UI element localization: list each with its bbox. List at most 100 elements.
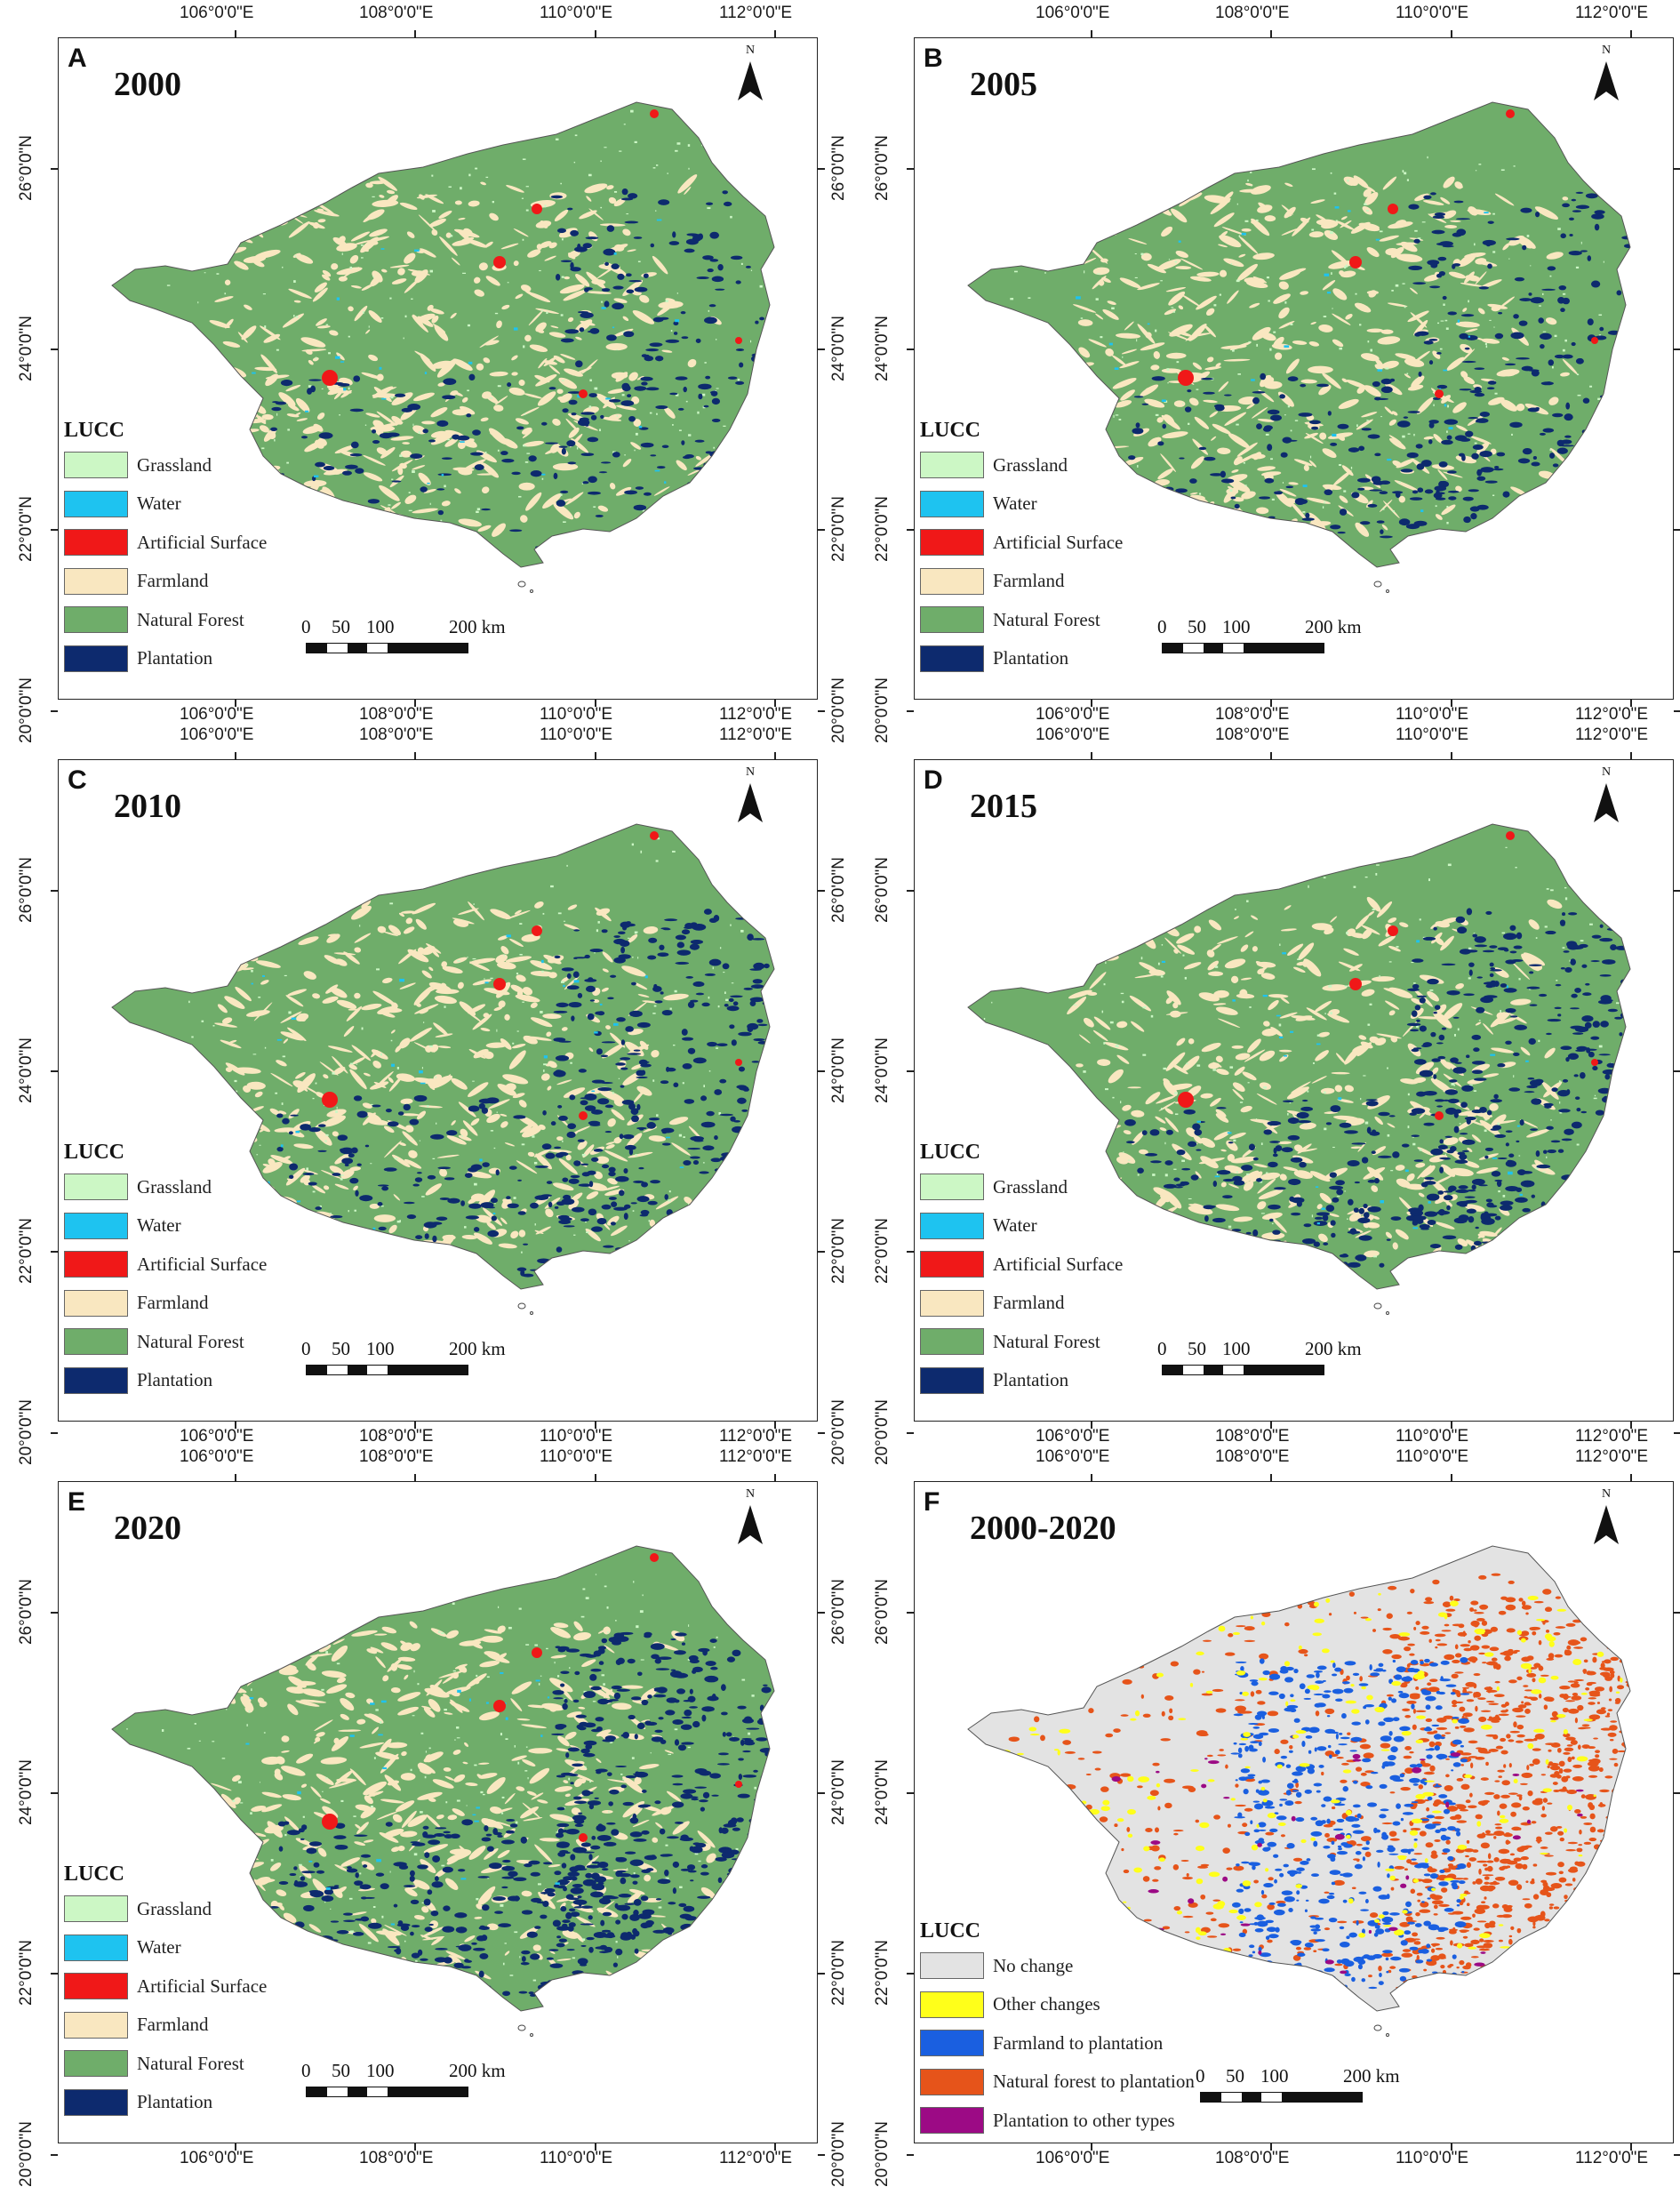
grassland-patch [1422, 221, 1426, 222]
plantation-patch [1374, 453, 1380, 457]
scale-label: 0 [1157, 616, 1167, 638]
farmland-patch [1140, 529, 1158, 534]
plantation-patch [1423, 196, 1431, 200]
plantation-patch [1616, 1194, 1623, 1198]
plantation-patch [556, 1246, 563, 1253]
grassland-patch [1348, 126, 1351, 127]
plantation-patch [1576, 1108, 1580, 1111]
legend-label: Natural Forest [137, 1331, 244, 1353]
longitude-label: 108°0'0"E [359, 725, 433, 745]
plantation-patch [1518, 458, 1530, 463]
grassland-patch [1151, 1015, 1153, 1018]
scale-segment [327, 644, 348, 653]
water-patch [1458, 320, 1460, 323]
plantation-patch [1467, 1209, 1476, 1214]
scale-label: 0 [1157, 1338, 1167, 1360]
grassland-patch [274, 854, 276, 856]
grassland-patch [1581, 171, 1585, 172]
urban-area [579, 1111, 588, 1120]
farmland-patch [292, 519, 305, 530]
plantation-patch [696, 993, 704, 996]
plantation-patch [1203, 392, 1215, 395]
grassland-patch [1577, 484, 1579, 485]
grassland-patch [308, 868, 309, 869]
plantation-patch [583, 243, 592, 248]
urban-area [322, 370, 338, 386]
plantation-patch [414, 1095, 428, 1102]
farmland-patch [1078, 232, 1096, 248]
grassland-patch [1360, 1098, 1361, 1100]
grassland-patch [242, 1227, 244, 1230]
island [1374, 1303, 1381, 1309]
longitude-label: 112°0'0"E [719, 2149, 792, 2168]
grassland-patch [679, 429, 682, 431]
grassland-patch [1289, 867, 1292, 868]
grassland-patch [159, 845, 161, 846]
plantation-patch [588, 437, 598, 442]
plantation-patch [1317, 1252, 1327, 1259]
plantation-patch [409, 1119, 419, 1126]
region-map [59, 1482, 819, 2144]
farmland-patch [1552, 508, 1569, 526]
plantation-patch [1528, 408, 1540, 413]
plantation-patch [350, 453, 363, 456]
grassland-patch [128, 317, 131, 320]
plantation-patch [558, 1220, 571, 1224]
plantation-patch [645, 387, 659, 390]
grassland-patch [381, 317, 384, 319]
plantation-patch [623, 331, 634, 337]
longitude-tick [414, 1422, 416, 1429]
plantation-patch [404, 1202, 415, 1205]
plantation-patch [1528, 369, 1539, 372]
plantation-patch [1585, 1022, 1592, 1029]
grassland-patch [409, 492, 411, 493]
plantation-patch [588, 393, 597, 397]
plantation-patch [1569, 251, 1582, 255]
scale-label: 0 [301, 616, 311, 638]
plantation-patch [1605, 1089, 1617, 1093]
plantation-patch [468, 374, 475, 381]
farmland-patch [328, 501, 344, 508]
plantation-patch [468, 1105, 480, 1111]
latitude-tick [51, 1251, 58, 1253]
plantation-patch [637, 1196, 650, 1202]
water-patch [657, 220, 662, 221]
plantation-patch [1154, 1262, 1164, 1263]
grassland-patch [1237, 373, 1241, 375]
grassland-patch [1246, 900, 1249, 901]
grassland-patch [380, 1053, 382, 1056]
grassland-patch [633, 1210, 635, 1212]
grassland-patch [1511, 434, 1513, 436]
grassland-patch [1110, 1021, 1114, 1023]
grassland-patch [363, 311, 364, 314]
plantation-patch [657, 466, 666, 469]
plantation-patch [1564, 413, 1572, 421]
plantation-patch [691, 940, 703, 944]
plantation-patch [438, 510, 444, 515]
plantation-patch [1443, 296, 1447, 300]
grassland-patch [339, 414, 340, 415]
grassland-patch [1502, 933, 1506, 934]
grassland-patch [1185, 977, 1187, 980]
water-patch [1332, 434, 1336, 437]
farmland-patch [1520, 519, 1541, 538]
longitude-tick [774, 1474, 776, 1481]
plantation-patch [289, 1164, 298, 1171]
legend-swatch [64, 1213, 128, 1239]
plantation-patch [1615, 946, 1628, 950]
grassland-patch [496, 1029, 497, 1032]
plantation-patch [585, 424, 588, 427]
grassland-patch [632, 844, 634, 846]
farmland-patch [260, 1220, 271, 1229]
water-patch [1162, 399, 1166, 402]
water-patch [1377, 369, 1382, 372]
grassland-patch [395, 1158, 398, 1159]
region-map [915, 38, 1675, 701]
grassland-patch [1159, 930, 1161, 932]
plantation-patch [618, 931, 626, 934]
plantation-patch [620, 400, 634, 406]
grassland-patch [1013, 1056, 1016, 1057]
grassland-patch [1236, 889, 1239, 890]
grassland-patch [1408, 1093, 1410, 1095]
